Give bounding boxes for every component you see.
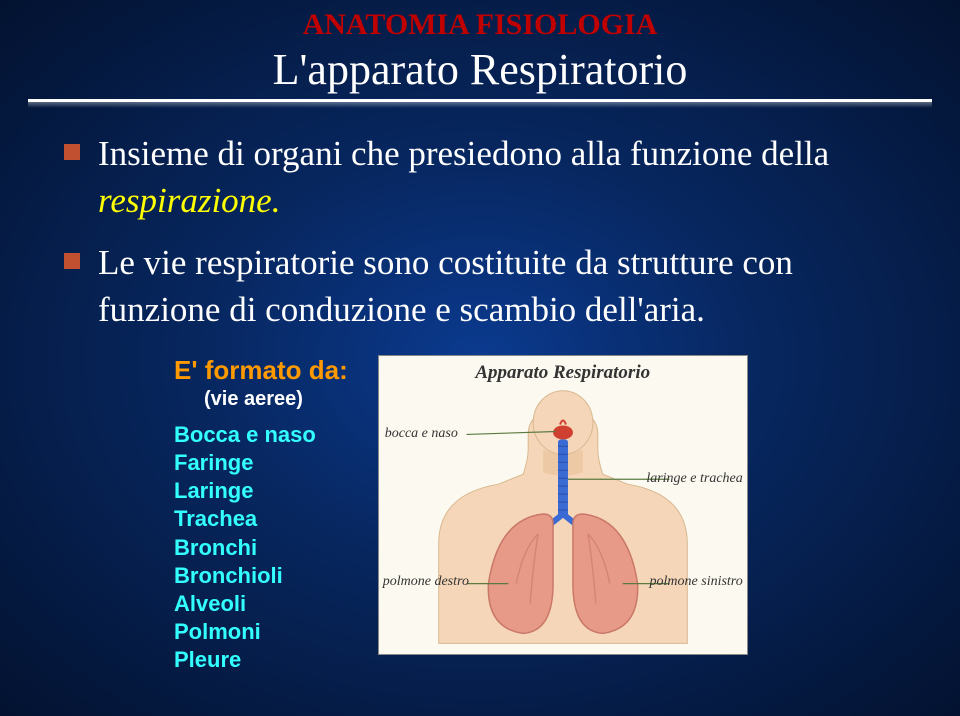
anatomy-illustration bbox=[379, 384, 747, 654]
bullet-icon bbox=[64, 253, 80, 269]
sub-note: (vie aeree) bbox=[204, 388, 348, 411]
list-item: Polmoni bbox=[174, 618, 348, 646]
list-item: Trachea bbox=[174, 505, 348, 533]
bullet-text: Le vie respiratorie sono costituite da s… bbox=[98, 239, 912, 334]
bullet-text-part: Insieme di organi che presiedono alla fu… bbox=[98, 134, 829, 173]
subtitle: L'apparato Respiratorio bbox=[0, 44, 960, 95]
figure-label-destro: polmone destro bbox=[383, 574, 469, 590]
figure-label-bocca: bocca e naso bbox=[385, 426, 458, 442]
header-title: ANATOMIA FISIOLOGIA bbox=[0, 0, 960, 42]
sub-section: E' formato da: (vie aeree) Bocca e naso … bbox=[174, 355, 912, 674]
sub-list: Bocca e naso Faringe Laringe Trachea Bro… bbox=[174, 421, 348, 674]
list-item: Bronchi bbox=[174, 534, 348, 562]
list-item: Pleure bbox=[174, 646, 348, 674]
figure-label-sinistro: polmone sinistro bbox=[650, 574, 743, 590]
list-item: Bronchioli bbox=[174, 562, 348, 590]
bullet-emphasis: respirazione. bbox=[98, 181, 280, 220]
content-area: Insieme di organi che presiedono alla fu… bbox=[0, 102, 960, 674]
anatomy-figure: Apparato Respiratorio bbox=[378, 355, 748, 655]
bullet-text-part: Le vie respiratorie sono costituite da s… bbox=[98, 243, 793, 329]
sub-text-column: E' formato da: (vie aeree) Bocca e naso … bbox=[174, 355, 348, 674]
list-item: Laringe bbox=[174, 477, 348, 505]
bullet-item: Insieme di organi che presiedono alla fu… bbox=[64, 130, 912, 225]
list-item: Bocca e naso bbox=[174, 421, 348, 449]
figure-title: Apparato Respiratorio bbox=[379, 362, 747, 384]
sub-heading: E' formato da: bbox=[174, 355, 348, 386]
bullet-icon bbox=[64, 144, 80, 160]
list-item: Alveoli bbox=[174, 590, 348, 618]
bullet-text: Insieme di organi che presiedono alla fu… bbox=[98, 130, 912, 225]
figure-label-laringe: laringe e trachea bbox=[646, 471, 742, 487]
divider bbox=[28, 99, 932, 102]
bullet-item: Le vie respiratorie sono costituite da s… bbox=[64, 239, 912, 334]
list-item: Faringe bbox=[174, 449, 348, 477]
